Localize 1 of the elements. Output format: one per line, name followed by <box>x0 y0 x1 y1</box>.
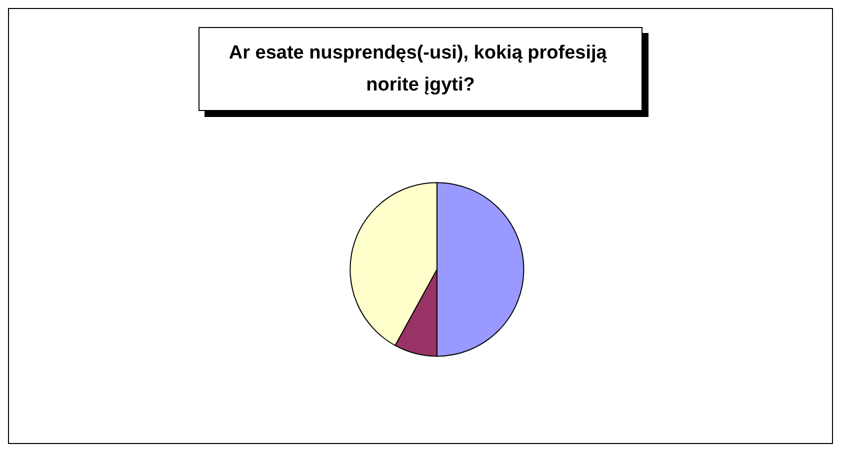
chart-title: Ar esate nusprendęs(-usi), kokią profesiją norite įgyti? <box>228 42 612 96</box>
